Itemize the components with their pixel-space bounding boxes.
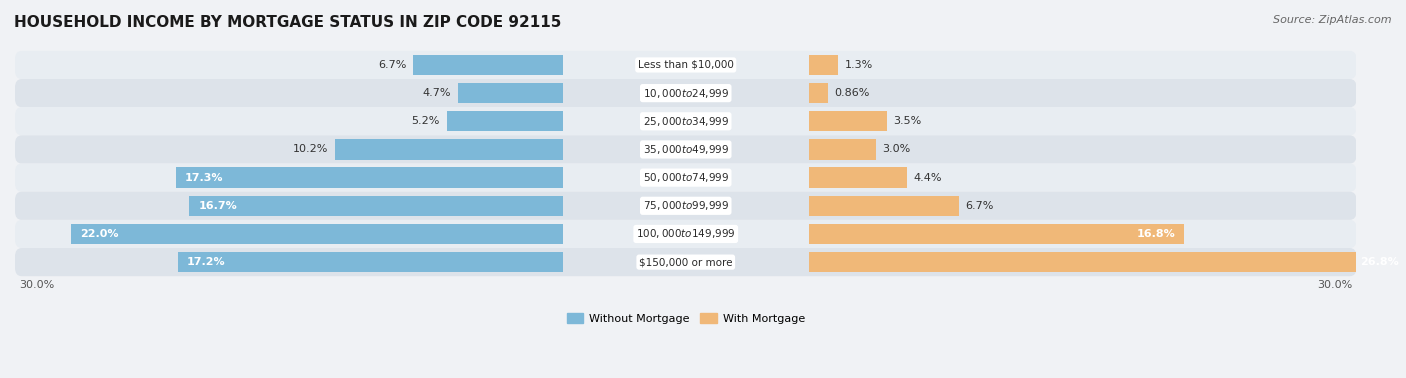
Bar	[808, 55, 838, 75]
Text: 5.2%: 5.2%	[412, 116, 440, 126]
Bar	[458, 83, 562, 103]
Bar	[190, 196, 562, 216]
Text: 17.2%: 17.2%	[187, 257, 226, 267]
Bar	[70, 224, 562, 244]
Bar	[808, 196, 959, 216]
Text: $75,000 to $99,999: $75,000 to $99,999	[643, 199, 728, 212]
Text: 16.8%: 16.8%	[1136, 229, 1175, 239]
Bar	[808, 167, 907, 188]
FancyBboxPatch shape	[15, 192, 1357, 220]
Text: HOUSEHOLD INCOME BY MORTGAGE STATUS IN ZIP CODE 92115: HOUSEHOLD INCOME BY MORTGAGE STATUS IN Z…	[14, 15, 561, 30]
FancyBboxPatch shape	[15, 51, 1357, 79]
Text: 4.7%: 4.7%	[422, 88, 451, 98]
Text: 30.0%: 30.0%	[1317, 280, 1353, 290]
Text: 17.3%: 17.3%	[186, 173, 224, 183]
Text: 6.7%: 6.7%	[378, 60, 406, 70]
Text: $50,000 to $74,999: $50,000 to $74,999	[643, 171, 728, 184]
Text: $100,000 to $149,999: $100,000 to $149,999	[636, 228, 735, 240]
Bar	[335, 139, 562, 160]
Text: 22.0%: 22.0%	[80, 229, 118, 239]
Bar	[176, 167, 562, 188]
Bar	[808, 224, 1184, 244]
FancyBboxPatch shape	[15, 220, 1357, 248]
Bar	[447, 111, 562, 132]
Text: 0.86%: 0.86%	[835, 88, 870, 98]
FancyBboxPatch shape	[15, 248, 1357, 276]
Text: $35,000 to $49,999: $35,000 to $49,999	[643, 143, 728, 156]
Text: Source: ZipAtlas.com: Source: ZipAtlas.com	[1274, 15, 1392, 25]
Text: 3.0%: 3.0%	[883, 144, 911, 155]
FancyBboxPatch shape	[15, 135, 1357, 164]
Bar	[179, 252, 562, 272]
Text: 16.7%: 16.7%	[198, 201, 238, 211]
Bar	[808, 139, 876, 160]
Text: 30.0%: 30.0%	[20, 280, 55, 290]
Text: 6.7%: 6.7%	[966, 201, 994, 211]
FancyBboxPatch shape	[15, 107, 1357, 135]
Text: $25,000 to $34,999: $25,000 to $34,999	[643, 115, 728, 128]
Bar	[808, 111, 887, 132]
Text: 10.2%: 10.2%	[292, 144, 328, 155]
Bar	[808, 83, 828, 103]
Text: 1.3%: 1.3%	[845, 60, 873, 70]
Text: $150,000 or more: $150,000 or more	[638, 257, 733, 267]
Text: Less than $10,000: Less than $10,000	[638, 60, 734, 70]
Text: 3.5%: 3.5%	[894, 116, 922, 126]
Legend: Without Mortgage, With Mortgage: Without Mortgage, With Mortgage	[562, 309, 810, 328]
Text: 26.8%: 26.8%	[1360, 257, 1399, 267]
Text: 4.4%: 4.4%	[914, 173, 942, 183]
FancyBboxPatch shape	[15, 79, 1357, 107]
Text: $10,000 to $24,999: $10,000 to $24,999	[643, 87, 728, 100]
Bar	[808, 252, 1406, 272]
Bar	[413, 55, 562, 75]
FancyBboxPatch shape	[15, 164, 1357, 192]
